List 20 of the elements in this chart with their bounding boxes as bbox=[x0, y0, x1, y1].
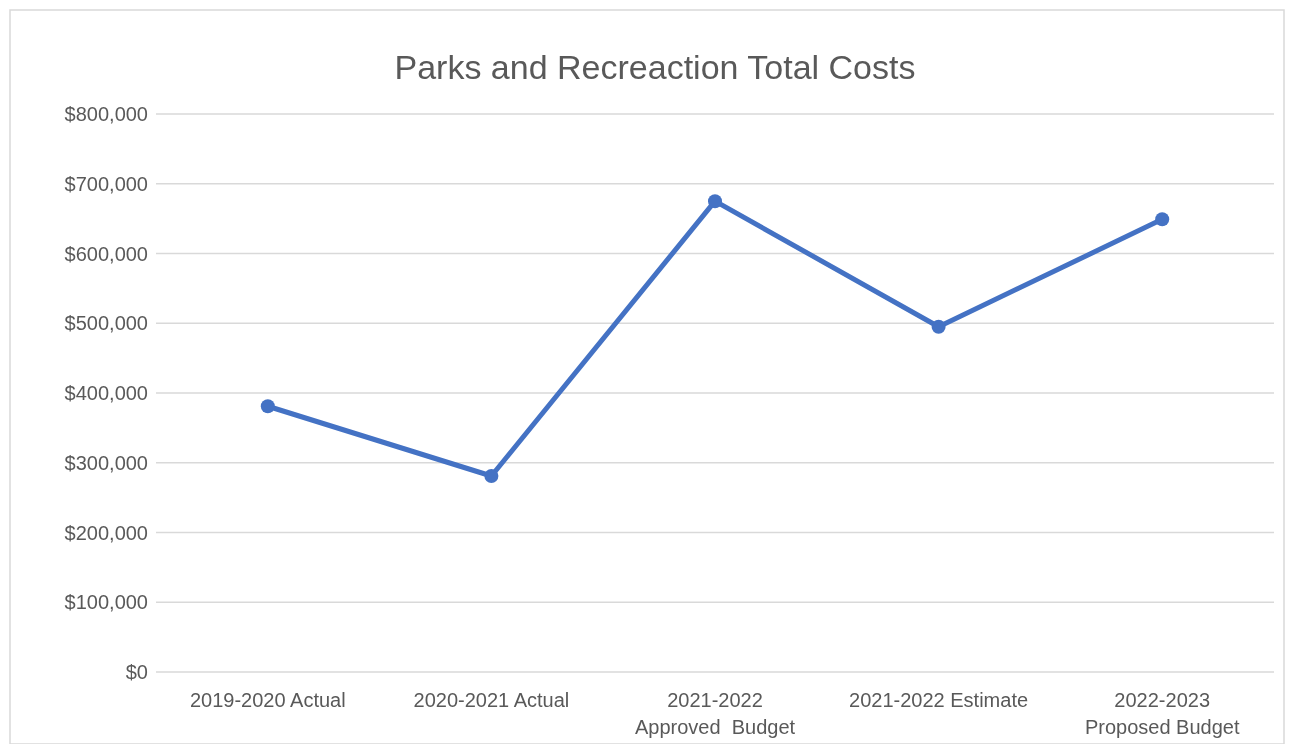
y-tick-label: $400,000 bbox=[64, 382, 148, 404]
x-tick-label: 2022-2023 Proposed Budget bbox=[1084, 689, 1240, 738]
x-tick-label: 2020-2021 Actual bbox=[413, 689, 570, 711]
point bbox=[1155, 212, 1170, 227]
y-tick-label: $300,000 bbox=[64, 451, 148, 474]
x-tick-label: 2019-2020 Actual bbox=[189, 689, 346, 711]
point bbox=[484, 469, 499, 483]
y-tick-label: $600,000 bbox=[64, 242, 148, 265]
x-tick-label: 2021-2022 Approved Budget bbox=[634, 689, 796, 738]
point bbox=[260, 399, 275, 414]
y-tick-label: $700,000 bbox=[64, 172, 148, 195]
y-tick-label: $200,000 bbox=[64, 521, 148, 544]
point bbox=[708, 194, 722, 209]
y-tick-label: $800,000 bbox=[64, 103, 148, 125]
y-tick-label: $0 bbox=[125, 661, 148, 683]
y-tick-label: $500,000 bbox=[64, 312, 148, 335]
x-tick-label: 2021-2022 Estimate bbox=[849, 689, 1029, 711]
chart-title: Parks and Recreaction Total Costs bbox=[394, 48, 916, 86]
point bbox=[931, 319, 946, 334]
y-tick-label: $100,000 bbox=[64, 591, 148, 614]
